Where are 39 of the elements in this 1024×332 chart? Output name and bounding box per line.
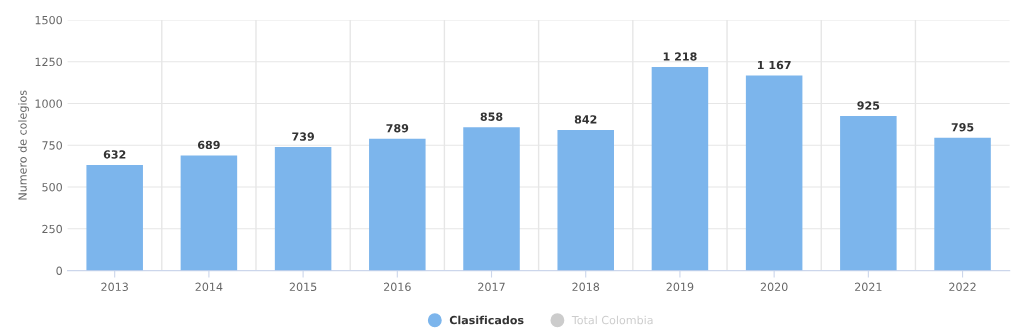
x-tick-label: 2015 [289,282,317,291]
y-tick-label: 500 [42,183,62,192]
bar [180,155,238,271]
y-tick-label: 1500 [35,15,62,25]
data-label: 925 [857,101,880,110]
bar [369,138,426,271]
legend-label: Clasificados [449,315,524,325]
x-tick-label: 2014 [195,282,223,291]
data-label: 1 167 [758,60,791,70]
y-tick-label: 250 [42,224,62,234]
x-tick-label: 2017 [478,282,505,291]
x-tick-label: 2020 [760,282,788,291]
x-tick-label: 2022 [949,282,976,291]
bar [934,137,991,271]
data-label: 632 [103,150,126,159]
x-tick-label: 2013 [101,282,128,291]
data-label: 842 [574,115,597,124]
data-label: 858 [480,112,503,121]
y-tick-label: 0 [56,266,62,275]
x-tick-label: 2021 [855,282,882,291]
data-label: 1 218 [663,52,697,61]
y-tick-label: 750 [42,141,62,150]
bar [651,67,709,271]
x-tick-label: 2018 [572,282,600,291]
y-tick-label: 1000 [35,99,62,108]
bar [745,75,803,271]
bar [274,147,332,271]
bar [557,129,614,271]
data-label: 689 [197,140,220,150]
y-tick-label: 1250 [35,57,62,67]
bar [463,127,520,271]
bar [840,116,897,271]
y-axis-title: Numero de colegios [18,90,29,200]
x-tick-label: 2016 [383,282,411,291]
data-label: 739 [292,132,314,141]
bar [86,164,143,271]
data-label: 795 [951,123,974,132]
data-label: 789 [386,124,409,133]
x-tick-label: 2019 [666,282,694,291]
